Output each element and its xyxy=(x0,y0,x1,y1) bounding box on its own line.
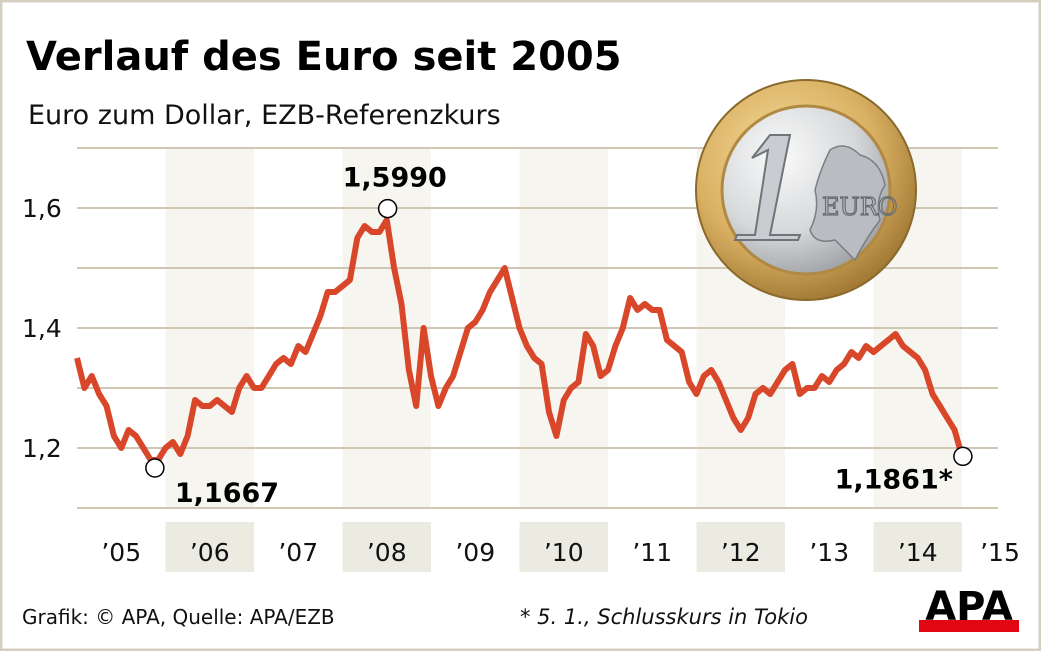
year-label-band-2010 xyxy=(519,522,608,572)
series-line-eur-usd xyxy=(74,217,965,463)
x-tick-label: ’06 xyxy=(190,538,230,567)
chart-subtitle: Euro zum Dollar, EZB-Referenzkurs xyxy=(28,100,501,131)
x-tick-label: ’09 xyxy=(455,538,495,567)
annotation-marker xyxy=(145,458,165,478)
annotation-marker xyxy=(953,446,973,467)
chart-title: Verlauf des Euro seit 2005 xyxy=(26,34,622,80)
year-label-band-2006 xyxy=(165,522,254,572)
x-tick-label: ’13 xyxy=(809,538,849,567)
x-tick-label: ’08 xyxy=(367,538,407,567)
y-tick-label: 1,6 xyxy=(22,194,62,223)
year-label-band-2012 xyxy=(696,522,785,572)
euro-coin-image: EURO xyxy=(695,79,917,301)
x-tick-label: ’12 xyxy=(721,538,761,567)
x-tick-label: ’07 xyxy=(278,538,318,567)
x-tick-label: ’10 xyxy=(544,538,584,567)
annotation-label: 1,5990 xyxy=(343,163,447,194)
apa-logo: APA xyxy=(919,584,1019,632)
x-tick-label: ’15 xyxy=(980,538,1020,567)
x-tick-label: ’11 xyxy=(632,538,672,567)
annotation-label: 1,1861* xyxy=(835,464,953,495)
year-label-band-2014 xyxy=(873,522,962,572)
y-tick-label: 1,4 xyxy=(22,314,62,343)
footer-source: Grafik: © APA, Quelle: APA/EZB xyxy=(22,605,335,629)
svg-text:EURO: EURO xyxy=(822,193,898,221)
annotation-marker xyxy=(377,198,398,219)
y-tick-label: 1,2 xyxy=(22,434,62,463)
x-tick-label: ’05 xyxy=(101,538,141,567)
x-tick-label: ’14 xyxy=(898,538,938,567)
annotation-label: 1,1667 xyxy=(175,478,279,509)
year-label-band-2008 xyxy=(342,522,431,572)
footer-footnote: * 5. 1., Schlusskurs in Tokio xyxy=(520,605,808,629)
